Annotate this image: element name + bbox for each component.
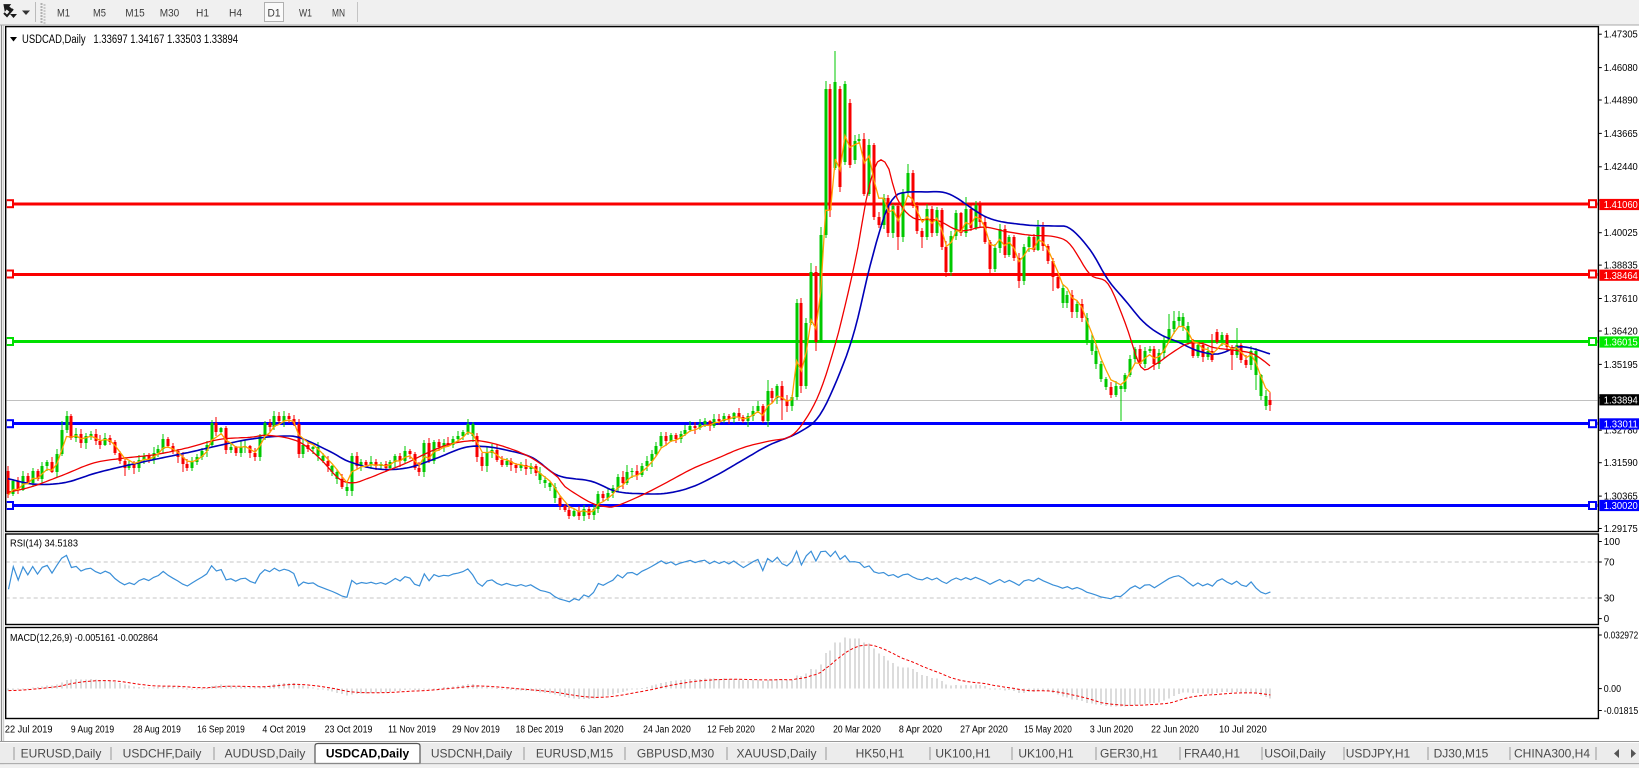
svg-text:M15: M15 xyxy=(125,8,145,20)
svg-text:0.032972: 0.032972 xyxy=(1604,630,1638,641)
svg-text:4 Oct 2019: 4 Oct 2019 xyxy=(262,725,306,736)
svg-text:USDCHF,Daily: USDCHF,Daily xyxy=(123,747,202,761)
svg-text:27 Apr 2020: 27 Apr 2020 xyxy=(960,725,1008,736)
svg-text:CHINA300,H4: CHINA300,H4 xyxy=(1514,747,1590,761)
svg-text:22 Jun 2020: 22 Jun 2020 xyxy=(1151,725,1199,736)
svg-text:M1: M1 xyxy=(57,8,70,20)
svg-text:24 Jan 2020: 24 Jan 2020 xyxy=(643,725,691,736)
svg-text:1.36420: 1.36420 xyxy=(1604,326,1639,337)
svg-text:70: 70 xyxy=(1604,557,1615,568)
svg-text:USDJPY,H1: USDJPY,H1 xyxy=(1346,747,1411,761)
svg-text:0: 0 xyxy=(1604,614,1610,625)
svg-text:1.36015: 1.36015 xyxy=(1604,338,1638,349)
svg-text:1.32780: 1.32780 xyxy=(1604,426,1639,437)
svg-text:1.30020: 1.30020 xyxy=(1604,501,1639,512)
svg-text:1.44890: 1.44890 xyxy=(1604,95,1639,106)
svg-text:UK100,H1: UK100,H1 xyxy=(1018,747,1074,761)
svg-text:12 Feb 2020: 12 Feb 2020 xyxy=(707,725,755,736)
svg-text:15 May 2020: 15 May 2020 xyxy=(1024,725,1072,736)
svg-text:1.29175: 1.29175 xyxy=(1604,524,1638,535)
svg-text:USDCAD,Daily 1.33697 1.34167: USDCAD,Daily 1.33697 1.34167 1.33503 1.3… xyxy=(22,34,238,46)
svg-text:-0.01815: -0.01815 xyxy=(1604,706,1638,717)
svg-text:MN: MN xyxy=(332,8,345,20)
svg-text:HK50,H1: HK50,H1 xyxy=(856,747,905,761)
svg-text:D1: D1 xyxy=(268,8,281,20)
svg-text:AUDUSD,Daily: AUDUSD,Daily xyxy=(225,747,306,761)
svg-text:0.00: 0.00 xyxy=(1604,684,1622,695)
svg-text:XAUUSD,Daily: XAUUSD,Daily xyxy=(736,747,816,761)
svg-text:1.41060: 1.41060 xyxy=(1604,200,1639,211)
svg-text:11 Nov 2019: 11 Nov 2019 xyxy=(388,725,436,736)
svg-text:M5: M5 xyxy=(93,8,106,20)
svg-text:18 Dec 2019: 18 Dec 2019 xyxy=(516,725,564,736)
svg-text:EURUSD,M15: EURUSD,M15 xyxy=(536,747,614,761)
svg-text:1.31590: 1.31590 xyxy=(1604,458,1639,469)
svg-text:GBPUSD,M30: GBPUSD,M30 xyxy=(637,747,715,761)
svg-text:1.38835: 1.38835 xyxy=(1604,261,1638,272)
svg-text:100: 100 xyxy=(1604,537,1621,548)
svg-text:M30: M30 xyxy=(160,8,180,20)
svg-text:USDCNH,Daily: USDCNH,Daily xyxy=(431,747,512,761)
svg-text:H4: H4 xyxy=(229,8,242,20)
svg-text:6 Jan 2020: 6 Jan 2020 xyxy=(580,725,624,736)
svg-text:1.33011: 1.33011 xyxy=(1604,420,1638,431)
svg-text:DJ30,M15: DJ30,M15 xyxy=(1434,747,1489,761)
svg-text:GER30,H1: GER30,H1 xyxy=(1100,747,1158,761)
svg-text:20 Mar 2020: 20 Mar 2020 xyxy=(833,725,881,736)
svg-text:MACD(12,26,9) -0.005161 -0.002: MACD(12,26,9) -0.005161 -0.002864 xyxy=(10,632,158,644)
svg-text:W1: W1 xyxy=(299,8,312,20)
svg-text:USDCAD,Daily: USDCAD,Daily xyxy=(326,747,410,761)
svg-text:1.47305: 1.47305 xyxy=(1604,30,1638,41)
svg-text:RSI(14) 34.5183: RSI(14) 34.5183 xyxy=(10,538,78,550)
svg-text:1.35195: 1.35195 xyxy=(1604,360,1638,371)
svg-text:H1: H1 xyxy=(196,8,209,20)
svg-text:1.30365: 1.30365 xyxy=(1604,492,1638,503)
svg-text:USOil,Daily: USOil,Daily xyxy=(1264,747,1325,761)
svg-text:29 Nov 2019: 29 Nov 2019 xyxy=(452,725,500,736)
svg-text:1.38464: 1.38464 xyxy=(1604,271,1639,282)
svg-text:8 Apr 2020: 8 Apr 2020 xyxy=(899,725,943,736)
svg-text:30: 30 xyxy=(1604,593,1615,604)
svg-text:1.42440: 1.42440 xyxy=(1604,162,1639,173)
svg-text:23 Oct 2019: 23 Oct 2019 xyxy=(325,725,373,736)
svg-text:1.40025: 1.40025 xyxy=(1604,228,1638,239)
svg-text:10 Jul 2020: 10 Jul 2020 xyxy=(1219,725,1267,736)
svg-text:28 Aug 2019: 28 Aug 2019 xyxy=(133,725,181,736)
svg-text:FRA40,H1: FRA40,H1 xyxy=(1184,747,1240,761)
svg-text:1.33894: 1.33894 xyxy=(1604,395,1639,406)
svg-text:UK100,H1: UK100,H1 xyxy=(935,747,991,761)
svg-text:2 Mar 2020: 2 Mar 2020 xyxy=(771,725,815,736)
svg-text:1.37610: 1.37610 xyxy=(1604,294,1639,305)
svg-text:1.43665: 1.43665 xyxy=(1604,129,1638,140)
svg-text:9 Aug 2019: 9 Aug 2019 xyxy=(71,725,115,736)
svg-text:1.46080: 1.46080 xyxy=(1604,63,1639,74)
svg-text:16 Sep 2019: 16 Sep 2019 xyxy=(197,725,245,736)
svg-text:22 Jul 2019: 22 Jul 2019 xyxy=(5,725,53,736)
svg-text:EURUSD,Daily: EURUSD,Daily xyxy=(21,747,102,761)
svg-text:3 Jun 2020: 3 Jun 2020 xyxy=(1090,725,1134,736)
